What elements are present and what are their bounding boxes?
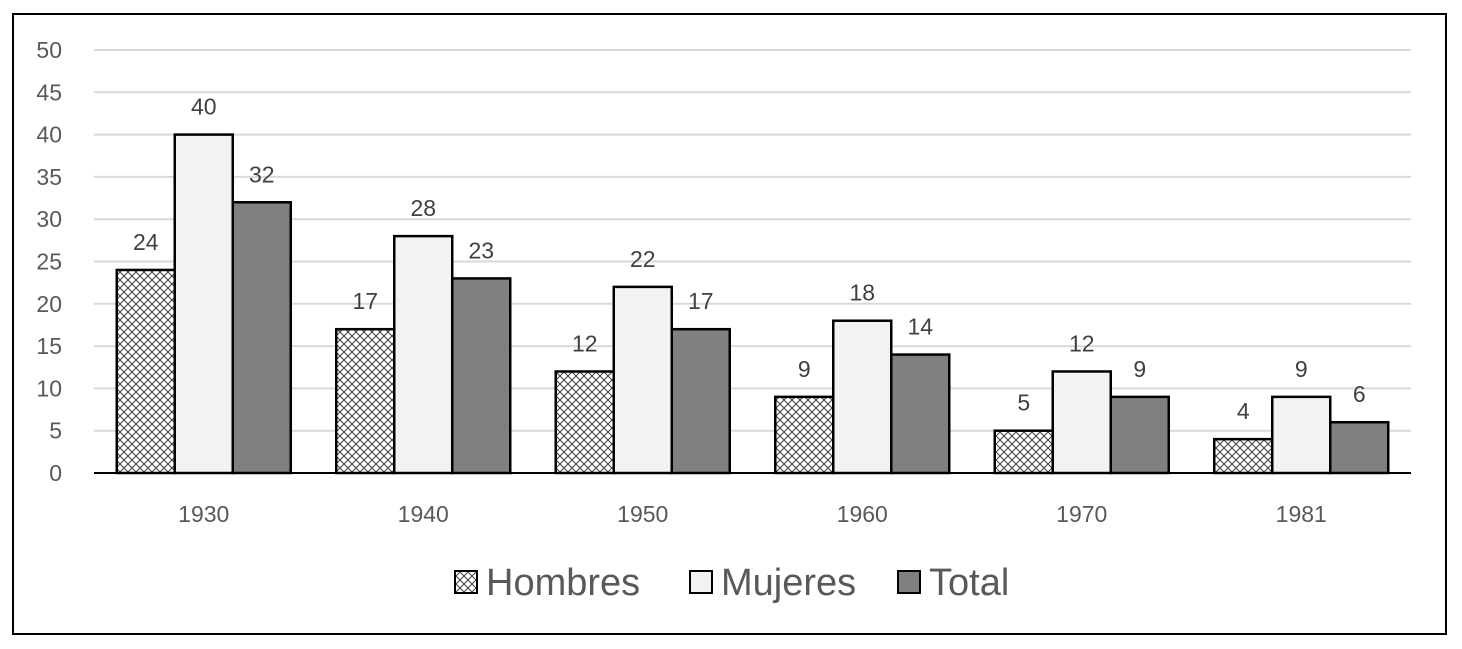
data-label-total-1930: 32 bbox=[249, 161, 275, 187]
data-label-mujeres-1960: 18 bbox=[849, 280, 875, 306]
legend-label-hombres: Hombres bbox=[486, 562, 640, 604]
bar-mujeres-1930 bbox=[173, 133, 234, 475]
x-tick-label-1981: 1981 bbox=[1276, 501, 1327, 527]
data-label-mujeres-1930: 40 bbox=[191, 94, 217, 120]
gridlines bbox=[94, 49, 1411, 432]
bar-total-1981 bbox=[1329, 420, 1390, 475]
x-tick-label-1940: 1940 bbox=[398, 501, 449, 527]
y-tick-label-50: 50 bbox=[36, 37, 62, 63]
data-label-hombres-1981: 4 bbox=[1237, 398, 1250, 424]
bar-mujeres-1940 bbox=[393, 234, 454, 475]
y-tick-label-45: 45 bbox=[36, 79, 62, 105]
y-tick-label-20: 20 bbox=[36, 291, 62, 317]
bar-mujeres-1981 bbox=[1271, 395, 1332, 475]
bar-hombres-1960 bbox=[774, 395, 835, 475]
data-label-total-1950: 17 bbox=[688, 288, 714, 314]
data-label-total-1960: 14 bbox=[907, 314, 933, 340]
x-tick-label-1960: 1960 bbox=[837, 501, 888, 527]
bar-mujeres-1950 bbox=[612, 285, 673, 475]
legend: Hombres Mujeres Total bbox=[454, 562, 1009, 604]
y-axis-ticks: 0 5 10 15 20 25 30 35 40 45 50 bbox=[36, 37, 62, 486]
y-tick-label-25: 25 bbox=[36, 249, 62, 275]
y-tick-label-40: 40 bbox=[36, 122, 62, 148]
y-tick-label-0: 0 bbox=[49, 460, 62, 486]
data-label-hombres-1950: 12 bbox=[572, 330, 598, 356]
y-tick-label-30: 30 bbox=[36, 206, 62, 232]
bar-mujeres-1970 bbox=[1051, 370, 1112, 475]
bar-total-1930 bbox=[231, 201, 292, 475]
x-tick-label-1970: 1970 bbox=[1056, 501, 1107, 527]
bar-hombres-1981 bbox=[1213, 437, 1274, 475]
y-tick-label-35: 35 bbox=[36, 164, 62, 190]
data-label-total-1970: 9 bbox=[1133, 356, 1146, 382]
bar-hombres-1940 bbox=[335, 327, 396, 475]
bar-hombres-1970 bbox=[993, 429, 1054, 475]
bar-mujeres-1960 bbox=[832, 319, 893, 475]
bar-total-1970 bbox=[1109, 395, 1170, 475]
data-label-mujeres-1981: 9 bbox=[1295, 356, 1308, 382]
data-label-hombres-1970: 5 bbox=[1017, 390, 1030, 416]
bar-total-1940 bbox=[451, 277, 512, 475]
bar-hombres-1930 bbox=[115, 268, 176, 475]
bar-total-1950 bbox=[670, 327, 731, 475]
legend-label-total: Total bbox=[929, 562, 1009, 604]
data-label-hombres-1960: 9 bbox=[798, 356, 811, 382]
data-label-mujeres-1940: 28 bbox=[410, 195, 436, 221]
data-label-mujeres-1970: 12 bbox=[1069, 330, 1095, 356]
data-labels: 24 40 32 17 28 23 12 22 17 9 18 14 5 12 9 4 9 6 bbox=[133, 94, 1366, 425]
bar-total-1960 bbox=[890, 353, 951, 475]
legend-label-mujeres: Mujeres bbox=[721, 562, 856, 604]
legend-swatch-hombres bbox=[454, 570, 478, 594]
data-label-total-1940: 23 bbox=[468, 237, 494, 263]
y-tick-label-10: 10 bbox=[36, 375, 62, 401]
x-tick-label-1930: 1930 bbox=[178, 501, 229, 527]
data-label-mujeres-1950: 22 bbox=[630, 246, 656, 272]
data-label-hombres-1930: 24 bbox=[133, 229, 159, 255]
y-tick-label-5: 5 bbox=[49, 418, 62, 444]
bar-hombres-1950 bbox=[554, 370, 615, 475]
x-axis-ticks: 1930 1940 1950 1960 1970 1981 bbox=[178, 501, 1327, 527]
legend-swatch-total bbox=[897, 570, 921, 594]
legend-swatch-mujeres bbox=[689, 570, 713, 594]
data-label-total-1981: 6 bbox=[1353, 381, 1366, 407]
y-tick-label-15: 15 bbox=[36, 333, 62, 359]
data-label-hombres-1940: 17 bbox=[352, 288, 378, 314]
x-tick-label-1950: 1950 bbox=[617, 501, 668, 527]
